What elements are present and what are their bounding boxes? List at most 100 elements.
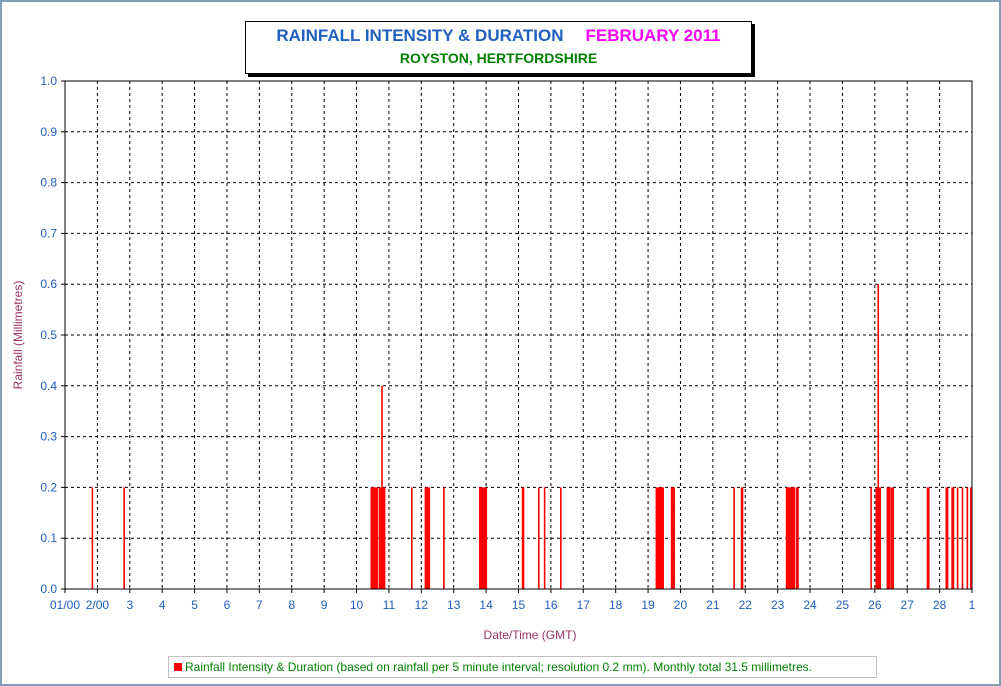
chart-subtitle: ROYSTON, HERTFORDSHIRE (399, 50, 598, 66)
x-tick-label: 01/00 (50, 598, 80, 612)
y-tick-label: 0.9 (40, 125, 57, 139)
rainfall-bar (373, 487, 376, 589)
x-tick-label: 18 (609, 598, 623, 612)
x-axis-label: Date/Time (GMT) (484, 628, 577, 642)
rainfall-bar (927, 487, 930, 589)
x-tick-label: 19 (641, 598, 655, 612)
rainfall-bar (655, 487, 658, 589)
rainfall-bar (887, 487, 890, 589)
rainfall-bar (876, 487, 879, 589)
legend-text: Rainfall Intensity & Duration (based on … (185, 660, 812, 674)
x-tick-label: 27 (901, 598, 915, 612)
rainfall-bar (123, 487, 125, 589)
rainfall-bar (91, 487, 94, 589)
rainfall-bar (785, 487, 788, 589)
y-tick-label: 1.0 (40, 74, 57, 88)
rainfall-bar (371, 487, 374, 589)
x-tick-label: 23 (771, 598, 785, 612)
rainfall-bar (481, 487, 484, 589)
rainfall-bar (480, 487, 482, 589)
y-tick-label: 0.7 (40, 226, 57, 240)
rainfall-bar (956, 487, 959, 589)
rainfall-bar (952, 487, 955, 589)
rainfall-bar (946, 487, 949, 589)
y-tick-label: 0.8 (40, 176, 57, 190)
x-tick-label: 14 (479, 598, 493, 612)
rainfall-bar (657, 487, 660, 589)
rainfall-bar (484, 487, 486, 589)
rainfall-bar (560, 487, 562, 589)
y-tick-label: 0.0 (40, 582, 57, 596)
x-tick-label: 21 (706, 598, 720, 612)
y-tick-labels: 0.0 0.1 0.2 0.3 0.4 0.5 0.6 0.7 0.8 0.9 1.0 (40, 74, 57, 596)
x-tick-label: 8 (288, 598, 295, 612)
rainfall-bar (673, 487, 675, 589)
rainfall-bar (378, 487, 381, 589)
rainfall-bar (482, 487, 485, 589)
y-tick-label: 0.6 (40, 277, 57, 291)
rainfall-bar (662, 487, 664, 589)
y-tick-label: 0.5 (40, 328, 57, 342)
rainfall-bar (411, 487, 413, 589)
rainfall-bar (537, 487, 540, 589)
x-tick-label: 6 (224, 598, 231, 612)
rainfall-bar (891, 487, 893, 589)
rainfall-bar (424, 487, 427, 589)
rainfall-bar (961, 487, 964, 589)
rainfall-bar (889, 487, 891, 589)
x-tick-label: 10 (350, 598, 364, 612)
rainfall-bar (659, 487, 662, 589)
rainfall-bar (789, 487, 792, 589)
rainfall-bar (970, 487, 972, 589)
x-tick-label: 17 (577, 598, 591, 612)
rainfall-bar (670, 487, 673, 589)
title-line: RAINFALL INTENSITY & DURATION FEBRUARY 20… (246, 26, 751, 46)
x-tick-label: 26 (868, 598, 882, 612)
rainfall-bar (374, 487, 376, 589)
rainfall-bar (379, 487, 382, 589)
rainfall-bar (383, 487, 386, 589)
rainfall-bar (793, 487, 796, 589)
x-tick-label: 15 (512, 598, 526, 612)
rainfall-bar (878, 487, 881, 589)
axes (64, 81, 972, 590)
x-tick-label: 22 (739, 598, 753, 612)
y-tick-label: 0.2 (40, 480, 57, 494)
x-tick-label: 2/00 (86, 598, 110, 612)
rainfall-bar (788, 487, 791, 589)
rainfall-bar (791, 487, 794, 589)
gridlines (61, 80, 973, 593)
rainfall-bar (879, 487, 882, 589)
rainfall-bar (661, 487, 664, 589)
x-tick-label: 7 (256, 598, 263, 612)
rainfall-bar (381, 385, 383, 589)
rainfall-bar (656, 487, 659, 589)
rainfall-bar (886, 487, 889, 589)
rainfall-bar (790, 487, 793, 589)
rainfall-bar (870, 487, 872, 589)
rainfall-bar (892, 487, 894, 589)
rainfall-bar (926, 487, 929, 589)
legend: Rainfall Intensity & Duration (based on … (168, 656, 877, 678)
x-tick-label: 4 (159, 598, 166, 612)
rainfall-bar (543, 487, 546, 589)
rainfall-bar (672, 487, 674, 589)
x-tick-label: 20 (674, 598, 688, 612)
rainfall-bar (797, 487, 799, 589)
rainfall-bar (945, 487, 948, 589)
rainfall-bar (372, 487, 375, 589)
rainfall-bar (951, 487, 953, 589)
chart-title-month: FEBRUARY 2011 (585, 26, 721, 45)
y-axis-label: Rainfall (Millimetres) (11, 281, 25, 390)
x-tick-label: 1 (969, 598, 976, 612)
x-tick-label: 11 (383, 598, 396, 612)
rainfall-bars (91, 284, 972, 589)
rainfall-bar (428, 487, 431, 589)
legend-swatch (174, 663, 182, 671)
rainfall-bar (443, 487, 445, 589)
x-tick-label: 12 (415, 598, 429, 612)
x-tick-labels: 01/00 2/00 3 4 5 6 7 8 9 10 11 12 13 14 15 16 17 18 19 20 21… (50, 598, 976, 612)
rainfall-bar (660, 487, 663, 589)
rainfall-bar (741, 487, 744, 589)
